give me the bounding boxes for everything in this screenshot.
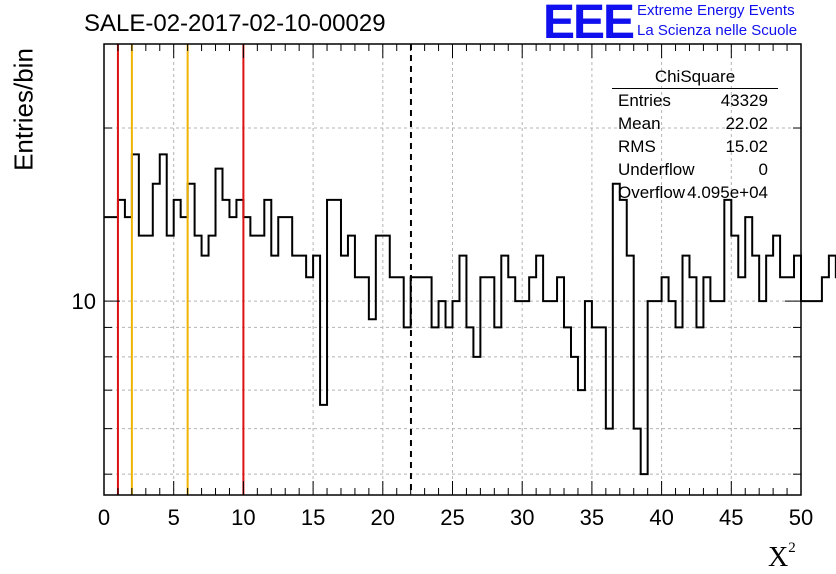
stats-row: RMS 15.02 — [612, 135, 778, 158]
stat-label: Overflow — [618, 183, 686, 202]
stats-row: Underflow 0 — [612, 158, 778, 181]
x-tick-label: 10 — [231, 505, 255, 530]
x-tick-label: 20 — [371, 505, 395, 530]
logo-line-1: Extreme Energy Events — [637, 2, 795, 19]
x-tick-label: 15 — [301, 505, 325, 530]
stat-value: 4.095e+04 — [687, 183, 768, 202]
eee-logo: EEE — [543, 0, 635, 49]
stats-row: Entries 43329 — [612, 89, 778, 112]
logo-line-2: La Scienza nelle Scuole — [637, 22, 798, 39]
reference-lines — [116, 44, 412, 495]
y-tick-label: 10 — [72, 289, 96, 314]
y-axis-label: Entries/bin — [8, 48, 39, 171]
x-axis-label-base: X — [768, 542, 789, 573]
stat-value: 43329 — [720, 91, 768, 110]
x-tick-label: 50 — [789, 505, 813, 530]
x-tick-label: 25 — [440, 505, 464, 530]
stats-title: ChiSquare — [612, 66, 778, 89]
x-tick-label: 0 — [98, 505, 110, 530]
stats-row: Overflow 4.095e+04 — [612, 181, 778, 204]
stat-label: RMS — [618, 137, 656, 156]
stat-label: Mean — [618, 114, 661, 133]
run-title: SALE-02-2017-02-10-00029 — [84, 10, 386, 37]
x-tick-label: 5 — [168, 505, 180, 530]
y-axis-ticks: 10 — [72, 127, 801, 475]
x-axis-ticks: 0 5 10 15 20 25 30 35 40 45 50 — [98, 44, 813, 530]
stats-box: ChiSquare Entries 43329 Mean 22.02 RMS 15.0… — [612, 66, 778, 204]
stat-label: Underflow — [618, 160, 695, 179]
x-tick-label: 45 — [719, 505, 743, 530]
stats-row: Mean 22.02 — [612, 112, 778, 135]
stat-label: Entries — [618, 91, 671, 110]
stat-value: 22.02 — [725, 114, 768, 133]
x-tick-label: 40 — [649, 505, 673, 530]
x-tick-label: 30 — [510, 505, 534, 530]
x-tick-label: 35 — [580, 505, 604, 530]
x-axis-label-superscript: 2 — [788, 540, 796, 556]
stat-value: 15.02 — [725, 137, 768, 156]
stat-value: 0 — [758, 160, 768, 179]
x-axis-label: X2 — [768, 540, 796, 574]
